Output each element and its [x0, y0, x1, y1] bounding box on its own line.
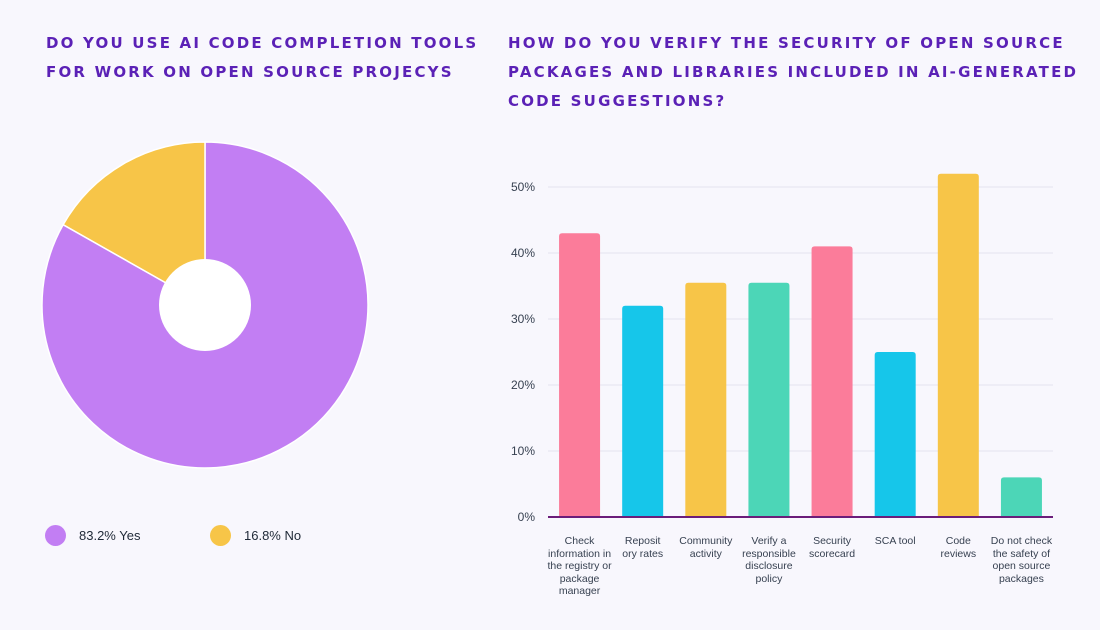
x-tick-label-line: Verify a — [751, 535, 787, 547]
x-tick-label: SCA tool — [858, 535, 932, 548]
bar-3 — [685, 282, 727, 517]
pie-slice-no — [62, 141, 206, 307]
x-tick-label-line: Check — [564, 535, 595, 547]
y-tick-label: 40% — [511, 246, 535, 260]
x-tick-label-line: Community — [679, 535, 733, 547]
bar-7 — [937, 173, 979, 518]
legend-label-no: 16.8% No — [244, 527, 302, 543]
x-tick-label-line: ory rates — [622, 547, 664, 560]
x-tick-label-line: responsible — [742, 547, 796, 560]
left-title-line: FOR WORK ON OPEN SOURCE PROJECYS — [46, 63, 454, 81]
x-tick-label-line: packages — [998, 572, 1044, 585]
bar-8 — [1000, 477, 1042, 517]
x-tick-label-line: activity — [689, 547, 722, 560]
y-tick-label: 20% — [511, 378, 535, 392]
y-tick-label: 0% — [518, 510, 536, 524]
x-tick-label-line: the registry or — [547, 560, 612, 572]
x-tick-label-line: Security — [813, 535, 852, 547]
right-chart-title: HOW DO YOU VERIFY THE SECURITY OF OPEN S… — [508, 29, 1078, 116]
pie-slice-yes — [41, 141, 369, 469]
x-tick-label: Reposit ory rates — [606, 535, 680, 560]
legend-item-no: 16.8% No — [210, 522, 301, 548]
legend-label-yes: 83.2% Yes — [79, 527, 141, 543]
x-tick-label-line: the safety of — [992, 547, 1051, 560]
bar-1 — [559, 233, 601, 517]
x-tick-label-line: reviews — [940, 547, 977, 560]
bar-2 — [622, 305, 664, 517]
legend-item-yes: 83.2% Yes — [45, 522, 140, 548]
x-tick-label-line: disclosure — [745, 560, 793, 572]
bar-6 — [874, 352, 916, 517]
x-tick-label: Community activity — [669, 535, 743, 560]
right-title-line: HOW DO YOU VERIFY THE SECURITY OF OPEN S… — [508, 34, 1065, 52]
bar-4 — [748, 282, 790, 517]
x-tick-label-line: SCA tool — [874, 535, 916, 547]
donut-hole — [159, 259, 251, 351]
y-tick-label: 10% — [511, 444, 535, 458]
x-tick-label-line: Reposit — [624, 535, 661, 547]
x-tick-label: Verify a responsible disclosure policy — [732, 535, 806, 585]
x-tick-label-line: Code — [945, 535, 971, 547]
x-tick-label: Security scorecard — [795, 535, 869, 560]
y-tick-label: 30% — [511, 312, 535, 326]
x-tick-label-line: open source — [992, 560, 1051, 572]
right-title-line: PACKAGES AND LIBRARIES INCLUDED IN AI-GE… — [508, 63, 1079, 81]
x-tick-label-line: policy — [755, 572, 783, 585]
right-title-line: CODE SUGGESTIONS? — [508, 92, 727, 110]
bar-5 — [811, 246, 853, 517]
x-tick-label-line: information in — [548, 547, 612, 560]
x-tick-label: Do not check the safety of open source pack… — [984, 535, 1058, 585]
x-tick-label: Check information in the registry or packag… — [543, 535, 617, 598]
legend-swatch-yes — [45, 524, 66, 546]
x-tick-label-line: package — [559, 572, 600, 585]
x-tick-label-line: scorecard — [809, 547, 856, 560]
legend-swatch-no — [210, 524, 231, 546]
x-tick-label-line: manager — [558, 585, 601, 597]
x-tick-label: Code reviews — [921, 535, 995, 560]
left-chart-title: DO YOU USE AI CODE COMPLETION TOOLS FOR … — [46, 29, 478, 87]
left-title-line: DO YOU USE AI CODE COMPLETION TOOLS — [46, 34, 479, 52]
y-tick-label: 50% — [511, 180, 535, 194]
x-tick-label-line: Do not check — [990, 535, 1053, 547]
